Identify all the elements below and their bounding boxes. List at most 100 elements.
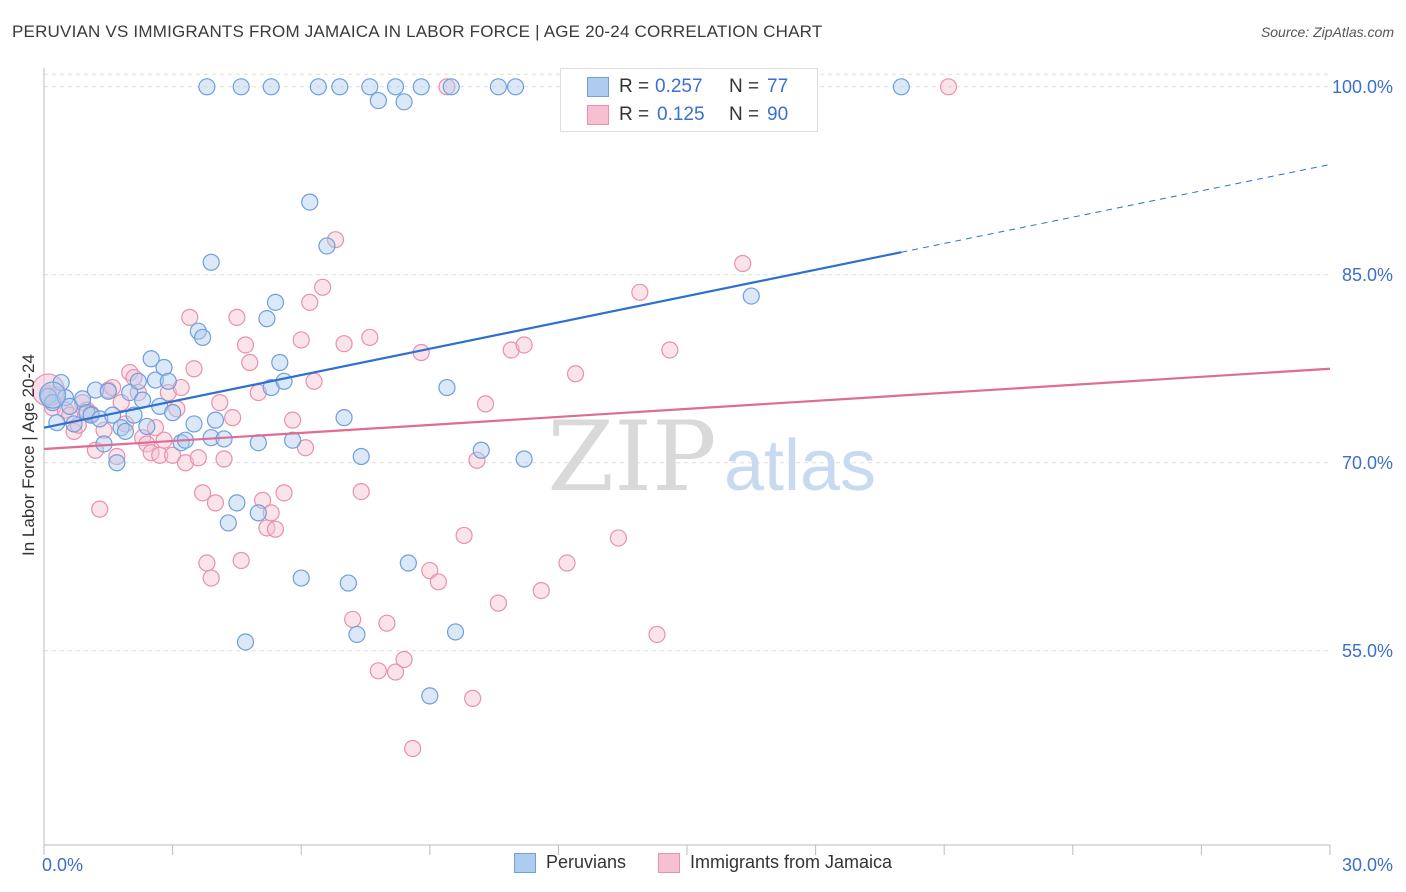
- peruvian-point: [142, 350, 160, 368]
- stats-legend-box: R = 0.257 N = 77 R = 0.125 N = 90: [560, 68, 818, 132]
- y-tick-label: 85.0%: [1342, 265, 1393, 285]
- peruvians-trend-line: [43, 251, 902, 429]
- peruvian-point: [266, 293, 285, 311]
- jamaica-point: [198, 554, 216, 572]
- peruvian-point: [99, 382, 117, 400]
- jamaica-point: [284, 411, 302, 429]
- peruvian-point: [438, 378, 456, 397]
- jamaica-point: [194, 484, 212, 502]
- peruvian-point: [185, 415, 203, 433]
- peruvian-point: [43, 394, 62, 412]
- jamaica-point: [224, 409, 242, 427]
- peruvian-point: [301, 193, 319, 211]
- jamaica-point: [515, 336, 533, 354]
- watermark-atlas: atlas: [724, 426, 876, 506]
- peruvian-point: [742, 287, 760, 305]
- jamaica-point: [206, 494, 225, 512]
- peruvian-point: [194, 328, 212, 347]
- jamaica-point: [91, 500, 109, 518]
- peruvian-point: [275, 372, 293, 390]
- peruvian-point: [206, 411, 225, 429]
- series-peruvians-points: [38, 78, 910, 705]
- y-axis-title: In Labor Force | Age 20-24: [19, 354, 38, 556]
- peruvian-point: [116, 422, 135, 441]
- jamaica-point: [228, 308, 246, 326]
- peruvian-point: [489, 78, 507, 96]
- y-tick-labels: 55.0% 70.0% 85.0% 100.0%: [1332, 77, 1393, 661]
- jamaica-point: [468, 451, 486, 469]
- y-tick-label: 55.0%: [1342, 641, 1393, 661]
- legend-label-peruvians: Peruvians: [545, 852, 626, 872]
- legend-item-jamaica[interactable]: Immigrants from Jamaica: [658, 852, 892, 873]
- y-tick-label: 70.0%: [1342, 453, 1393, 473]
- jamaica-point: [314, 278, 332, 296]
- peruvian-point: [202, 253, 220, 271]
- peruvian-point: [258, 310, 276, 328]
- peruvian-point: [309, 78, 327, 96]
- jamaica-point: [661, 341, 679, 359]
- r-label: R =: [619, 76, 650, 97]
- peruvian-point: [331, 78, 349, 96]
- legend-item-peruvians[interactable]: Peruvians: [513, 852, 626, 873]
- jamaica-point: [202, 569, 220, 587]
- peruvians-swatch: [587, 77, 609, 97]
- jamaica-point: [108, 447, 126, 466]
- jamaica-point: [734, 254, 752, 273]
- peruvian-point: [271, 353, 289, 372]
- peruvian-point: [159, 372, 177, 390]
- jamaica-point: [558, 554, 576, 572]
- peruvian-point: [361, 78, 379, 96]
- peruvian-point: [515, 450, 533, 468]
- peruvian-point: [198, 78, 216, 96]
- jamaica-point: [262, 504, 280, 522]
- jamaica-point: [181, 308, 199, 326]
- jamaica-point: [296, 439, 315, 457]
- jamaica-point: [369, 662, 387, 680]
- n-label: N =: [729, 104, 760, 125]
- peruvian-point: [442, 78, 460, 96]
- peruvian-point: [164, 404, 182, 422]
- watermark-zip: ZIP: [547, 401, 716, 513]
- peruvian-point: [352, 447, 370, 466]
- peruvian-point: [506, 78, 525, 96]
- peruvian-point: [395, 93, 413, 111]
- peruvian-point: [73, 390, 92, 408]
- peruvian-point: [65, 415, 83, 433]
- jamaica-point: [232, 551, 250, 570]
- peruvian-point: [421, 687, 439, 705]
- jamaica-point: [404, 739, 422, 758]
- jamaica-point: [631, 283, 649, 301]
- jamaica-point: [292, 331, 310, 349]
- jamaica-point: [185, 360, 203, 378]
- x-tick-label: 0.0%: [42, 855, 83, 875]
- peruvian-point: [138, 417, 156, 436]
- jamaica-point: [236, 336, 255, 354]
- jamaica-point: [378, 614, 396, 632]
- peruvian-point: [399, 554, 417, 572]
- peruvian-point: [335, 409, 353, 427]
- peruvian-point: [236, 633, 255, 651]
- r-value-jamaica: 0.125: [657, 104, 705, 125]
- x-tick-label: 30.0%: [1342, 855, 1393, 875]
- jamaica-point: [335, 335, 353, 353]
- jamaica-point: [429, 573, 447, 591]
- peruvian-point: [249, 434, 267, 452]
- peruvian-point: [292, 569, 310, 587]
- x-tick-labels: 0.0% 30.0%: [42, 855, 1393, 875]
- peruvian-point: [61, 397, 79, 415]
- jamaica-point: [438, 78, 456, 96]
- peruvian-point: [892, 78, 910, 96]
- legend-label-jamaica: Immigrants from Jamaica: [690, 852, 893, 872]
- jamaica-point: [609, 529, 628, 547]
- peruvian-point: [219, 514, 237, 532]
- jamaica-swatch: [587, 105, 609, 125]
- peruvian-point: [48, 414, 66, 432]
- peruvian-point: [232, 78, 250, 96]
- jamaica-trend-line: [43, 367, 1331, 451]
- jamaica-point: [489, 594, 507, 612]
- jamaica-point: [464, 689, 482, 707]
- jamaica-point: [352, 482, 370, 501]
- peruvians-trend-extension: [901, 164, 1331, 253]
- jamaica-point: [211, 394, 229, 412]
